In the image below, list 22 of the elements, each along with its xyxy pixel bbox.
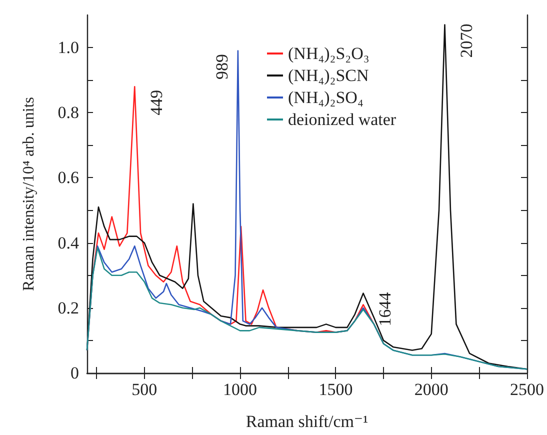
- legend-label: (NH₄)₂SO₄: [288, 88, 364, 107]
- x-tick-label: 500: [132, 380, 158, 399]
- y-tick-label: 0.6: [58, 168, 79, 188]
- annotation: 449: [147, 90, 166, 116]
- y-tick-label: 0: [70, 364, 79, 382]
- y-tick-label: 0.2: [58, 298, 79, 318]
- legend-label: deionized water: [288, 110, 396, 129]
- annotation: 1644: [376, 292, 395, 326]
- annotation: 2070: [457, 24, 476, 58]
- y-tick-label: 1.0: [58, 38, 79, 58]
- y-tick-label: 0.4: [58, 233, 80, 252]
- x-axis-title: Raman shift/cm⁻¹: [246, 412, 368, 431]
- annotation: 989: [212, 54, 232, 80]
- legend-label: (NH₄)₂S₂O₃: [288, 44, 370, 63]
- y-axis-title: Raman intensity/10⁴ arb. units: [20, 97, 38, 291]
- legend-label: (NH₄)₂SCN: [288, 66, 369, 85]
- x-tick-label: 2000: [414, 380, 448, 399]
- y-tick-label: 0.8: [58, 103, 79, 122]
- line-series: [86, 247, 528, 370]
- x-tick-label: 1500: [318, 380, 353, 399]
- x-tick-label: 2500: [510, 380, 544, 399]
- x-tick-label: 1000: [223, 380, 258, 399]
